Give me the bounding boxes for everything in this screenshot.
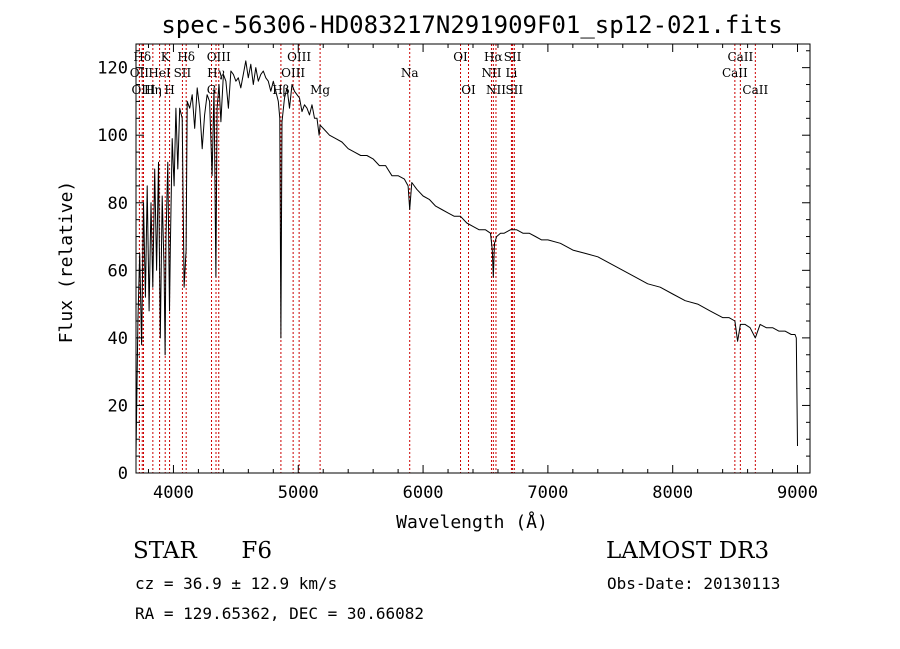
chart-title: spec-56306-HD083217N291909F01_sp12-021.f…	[161, 11, 782, 39]
x-tick-label: 9000	[777, 483, 818, 503]
line-label: Hδ	[177, 50, 195, 64]
line-label: SII	[504, 50, 522, 64]
plot-area	[135, 60, 798, 457]
line-label: SII	[174, 66, 192, 80]
line-label: Hβ	[272, 83, 289, 97]
line-label: OIII	[281, 66, 305, 80]
line-label: OIII	[131, 83, 155, 97]
x-tick-label: 4000	[153, 483, 194, 503]
x-tick-label: 5000	[278, 483, 319, 503]
line-label: HeI	[148, 66, 171, 80]
x-axis: 4000 5000 6000 7000 8000 9000	[147, 44, 818, 503]
object-subclass: F6	[241, 538, 272, 564]
plot-frame	[135, 43, 811, 474]
line-label: K	[161, 50, 171, 64]
line-label: Hγ	[207, 66, 225, 80]
y-tick-label: 120	[97, 59, 128, 79]
y-tick-label: 80	[108, 194, 128, 214]
line-label: Hα	[484, 50, 503, 64]
line-label: G	[207, 83, 217, 97]
line-label: CaII	[722, 66, 748, 80]
emission-line-markers	[138, 44, 756, 473]
y-tick-label: 60	[108, 261, 128, 281]
line-label: OI	[461, 83, 476, 97]
line-label: NII	[486, 83, 506, 97]
line-label: Na	[401, 66, 419, 80]
line-label: Hδ	[133, 50, 151, 64]
y-axis-label: Flux (relative)	[56, 181, 77, 344]
line-label: SII	[505, 83, 523, 97]
line-label: OII	[130, 66, 150, 80]
coordinates: RA = 129.65362, DEC = 30.66082	[135, 604, 424, 623]
y-tick-label: 20	[108, 396, 128, 416]
redshift-velocity: cz = 36.9 ± 12.9 km/s	[135, 574, 338, 593]
y-axis: 0 20 40 60 80 100 120	[97, 50, 810, 484]
spectrum-line	[135, 60, 798, 457]
object-class: STAR	[133, 538, 197, 564]
line-label: NII	[481, 66, 501, 80]
line-label: OIII	[287, 50, 311, 64]
x-tick-label: 6000	[403, 483, 444, 503]
line-label: H	[164, 83, 174, 97]
y-tick-label: 100	[97, 126, 128, 146]
line-label: Hη	[144, 83, 162, 97]
line-label: OIII	[207, 50, 231, 64]
observation-date: Obs-Date: 20130113	[607, 574, 781, 593]
line-label: CaII	[742, 83, 768, 97]
y-tick-label: 0	[118, 464, 128, 484]
line-label: Mg	[310, 83, 330, 97]
y-tick-label: 40	[108, 329, 128, 349]
x-tick-label: 7000	[527, 483, 568, 503]
line-label: Li	[506, 66, 518, 80]
survey-name: LAMOST DR3	[606, 538, 770, 564]
x-tick-label: 8000	[652, 483, 693, 503]
line-label: CaII	[727, 50, 753, 64]
x-axis-label: Wavelength (Å)	[396, 511, 548, 533]
line-label: OI	[453, 50, 468, 64]
